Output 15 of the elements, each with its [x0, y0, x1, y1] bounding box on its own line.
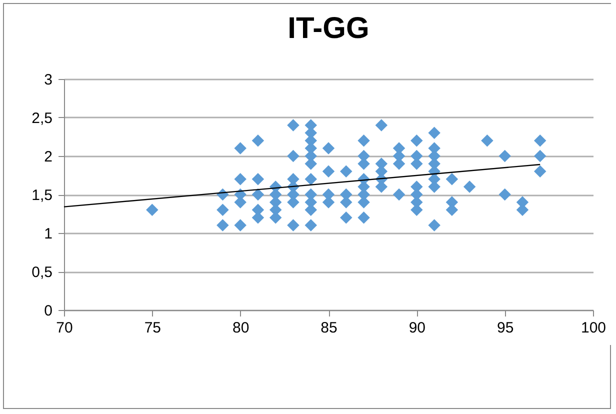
y-tick-label: 1,5: [32, 187, 52, 204]
y-tick-label: 2: [44, 148, 52, 166]
x-tick-label: 85: [320, 320, 338, 336]
chart-title: IT-GG: [288, 12, 370, 45]
y-tick-label: 0: [44, 302, 52, 320]
x-tick-label: 100: [580, 320, 606, 336]
x-tick-label: 90: [408, 320, 426, 336]
y-tick-label: 3: [44, 72, 52, 88]
x-tick-label: 80: [232, 320, 250, 336]
x-tick-label: 75: [144, 320, 162, 336]
y-tick-label: 2,5: [32, 110, 52, 127]
x-tick-label: 70: [56, 320, 73, 336]
x-tick-label: 95: [496, 320, 514, 336]
y-tick-label: 0,5: [32, 264, 52, 281]
y-tick-label: 1: [44, 226, 52, 242]
